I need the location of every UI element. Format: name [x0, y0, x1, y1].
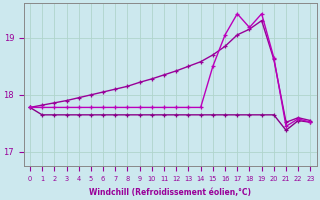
X-axis label: Windchill (Refroidissement éolien,°C): Windchill (Refroidissement éolien,°C) — [89, 188, 251, 197]
